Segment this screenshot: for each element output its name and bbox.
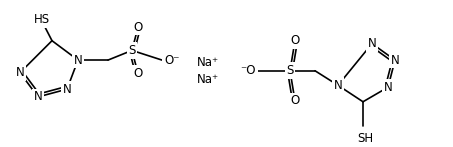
Text: S: S xyxy=(286,64,294,77)
Text: Na⁺: Na⁺ xyxy=(197,56,219,70)
Text: N: N xyxy=(34,90,43,103)
Text: O: O xyxy=(290,94,299,107)
Text: O: O xyxy=(133,21,143,34)
Text: N: N xyxy=(63,83,72,96)
Text: O⁻: O⁻ xyxy=(164,54,179,67)
Text: N: N xyxy=(333,79,342,92)
Text: N: N xyxy=(390,54,400,67)
Text: S: S xyxy=(128,44,136,57)
Text: Na⁺: Na⁺ xyxy=(197,73,219,86)
Text: SH: SH xyxy=(357,132,373,145)
Text: O: O xyxy=(133,67,143,80)
Text: N: N xyxy=(15,66,24,79)
Text: N: N xyxy=(368,37,376,50)
Text: N: N xyxy=(74,54,82,67)
Text: HS: HS xyxy=(34,13,50,26)
Text: O: O xyxy=(290,34,299,47)
Text: ⁻O: ⁻O xyxy=(241,64,256,77)
Text: N: N xyxy=(384,81,392,94)
